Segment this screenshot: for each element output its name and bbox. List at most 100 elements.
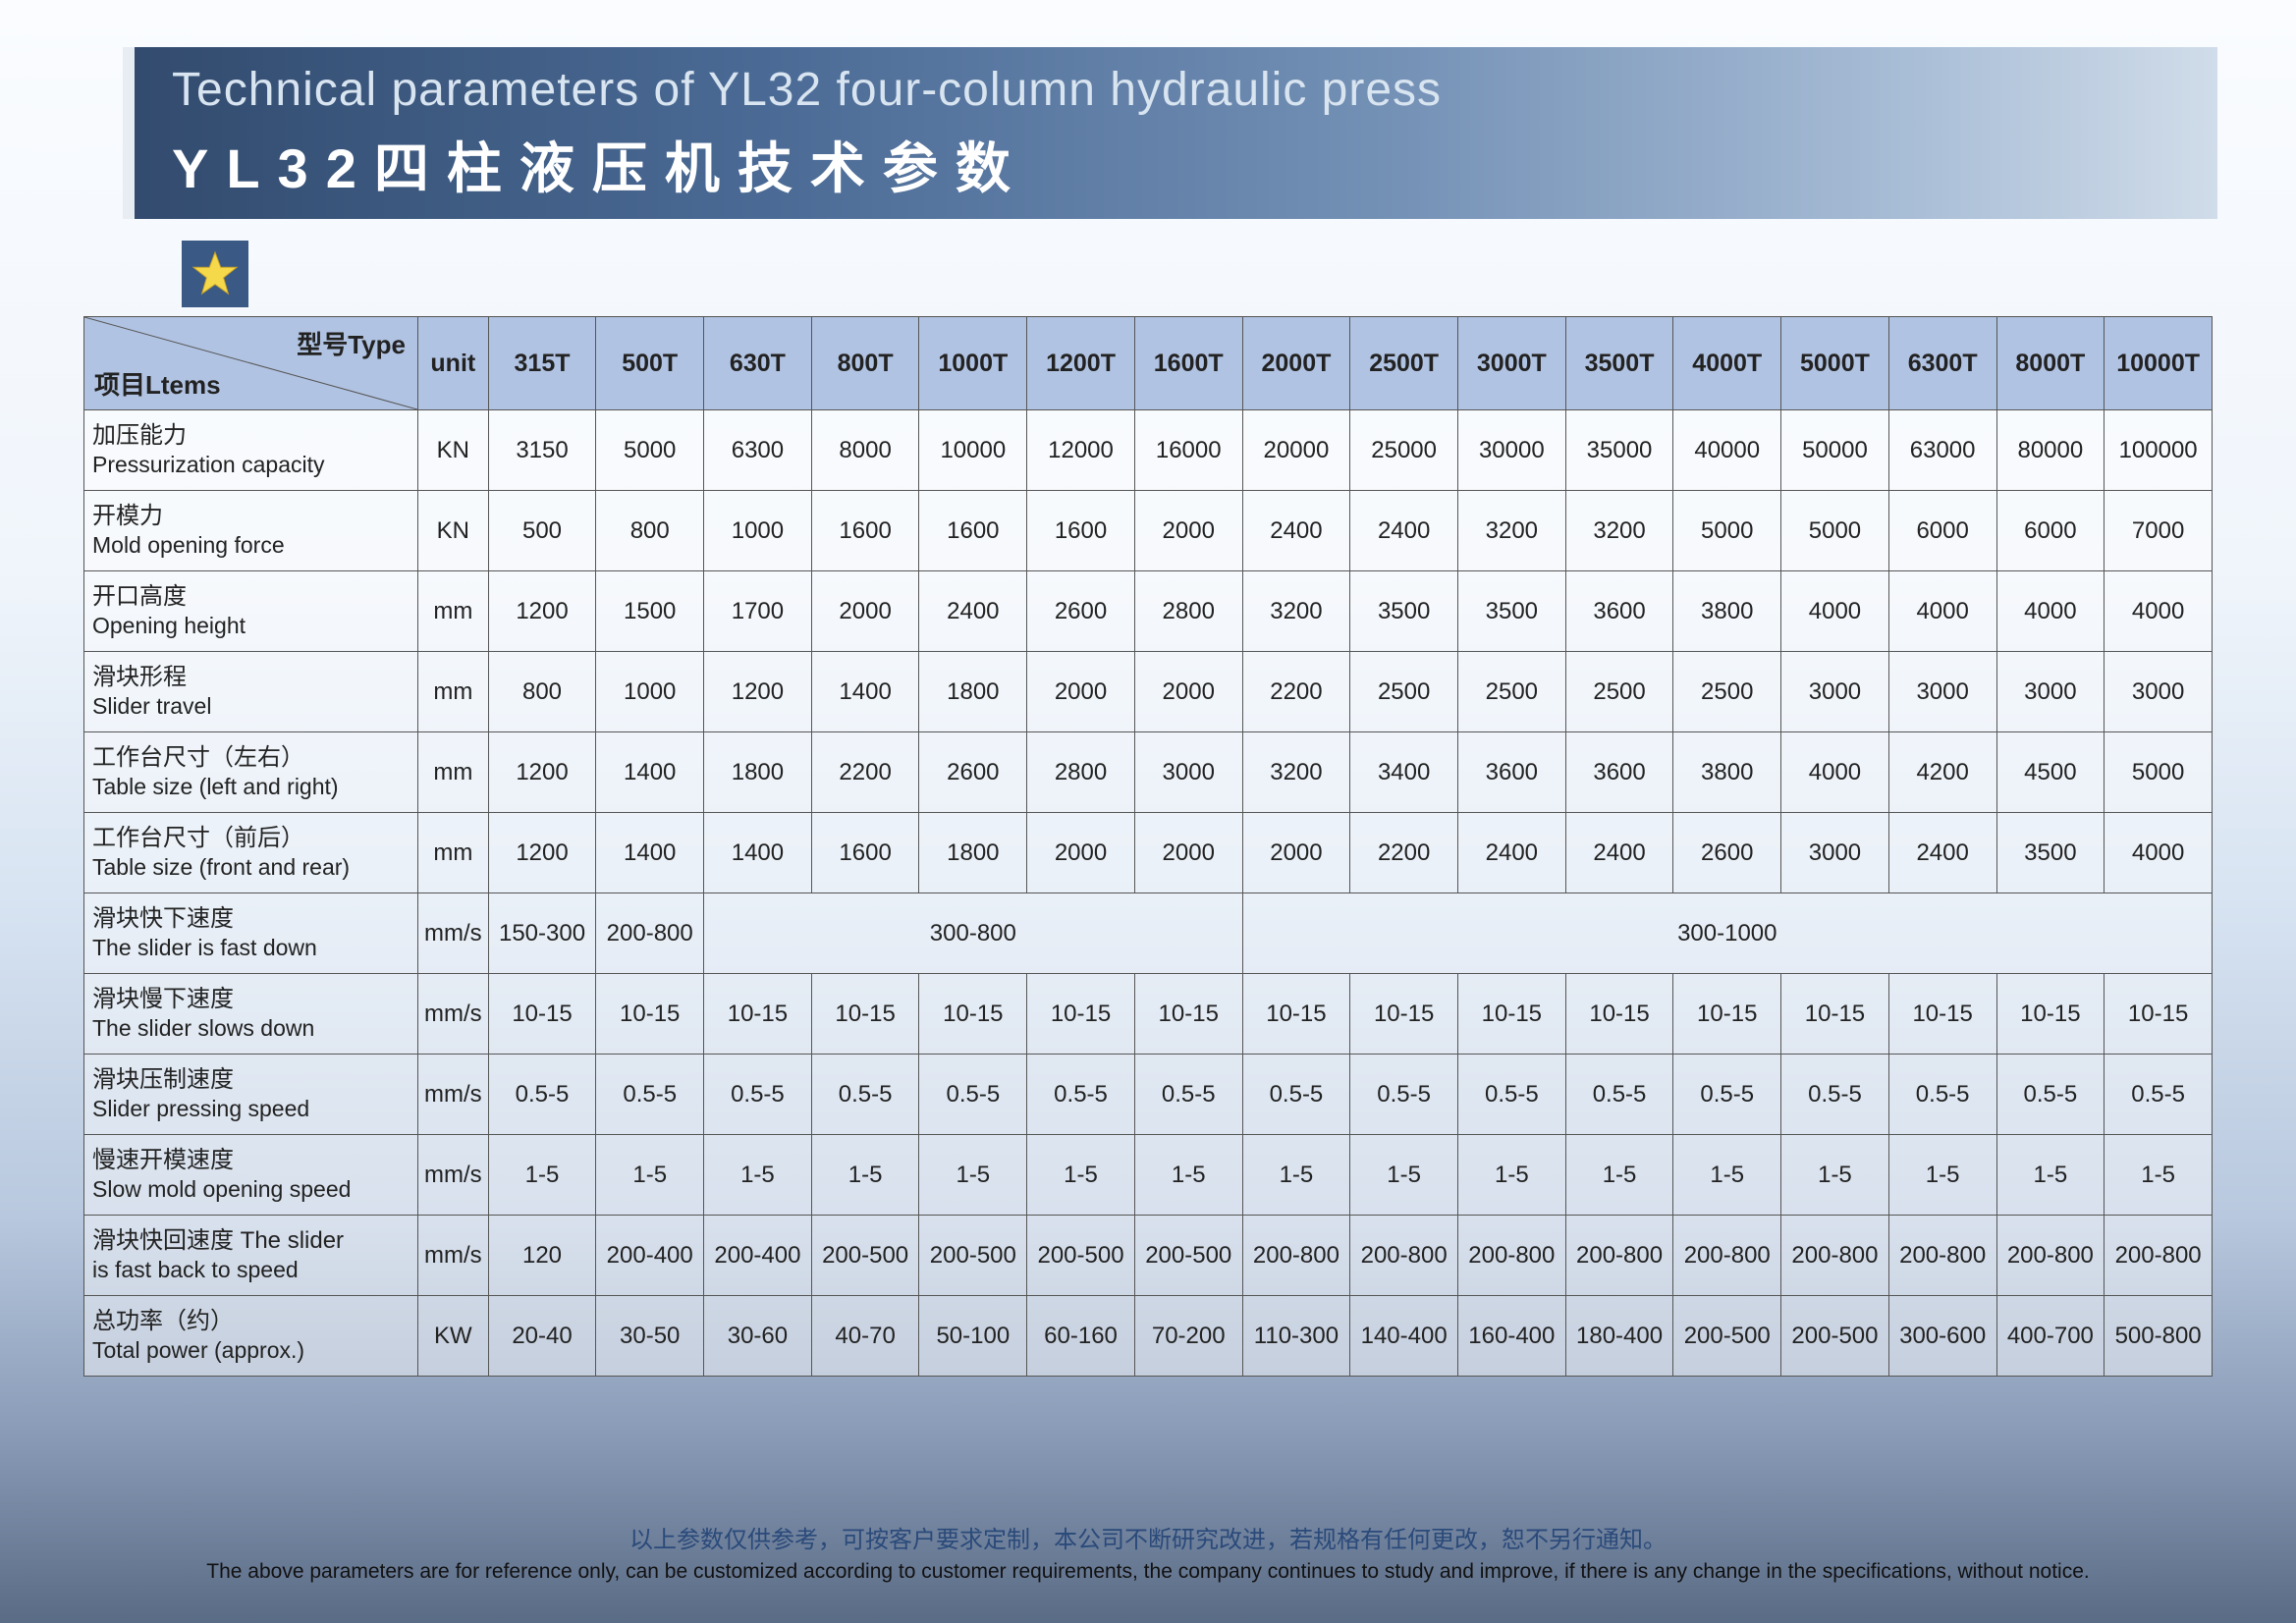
unit-cell: mm (418, 732, 489, 813)
value-cell: 1200 (488, 813, 596, 893)
value-cell: 1-5 (704, 1135, 812, 1216)
value-cell: 2400 (1888, 813, 1996, 893)
type-header: 800T (811, 317, 919, 410)
table-row: 滑块形程Slider travelmm800100012001400180020… (84, 652, 2213, 732)
value-cell: 10-15 (1996, 974, 2105, 1055)
value-cell: 30-60 (704, 1296, 812, 1377)
value-cell: 200-800 (1673, 1216, 1781, 1296)
value-cell: 63000 (1888, 410, 1996, 491)
star-badge (182, 241, 248, 307)
type-header: 2000T (1242, 317, 1350, 410)
value-cell: 200-400 (704, 1216, 812, 1296)
unit-cell: mm (418, 652, 489, 732)
corner-item-label: 项目Ltems (94, 365, 221, 402)
value-cell: 3600 (1565, 571, 1673, 652)
type-header: 3000T (1457, 317, 1565, 410)
value-cell: 10-15 (1027, 974, 1135, 1055)
value-cell: 2000 (1134, 813, 1242, 893)
value-cell: 10-15 (1673, 974, 1781, 1055)
value-cell: 2000 (1027, 813, 1135, 893)
type-header: 1200T (1027, 317, 1135, 410)
type-header: 500T (596, 317, 704, 410)
value-cell: 1-5 (1673, 1135, 1781, 1216)
value-cell: 0.5-5 (811, 1055, 919, 1135)
value-cell: 5000 (1781, 491, 1889, 571)
table-header: 型号Type项目Ltemsunit315T500T630T800T1000T12… (84, 317, 2213, 410)
unit-cell: mm/s (418, 1135, 489, 1216)
table-row: 开模力Mold opening forceKN50080010001600160… (84, 491, 2213, 571)
value-cell: 1-5 (596, 1135, 704, 1216)
value-cell: 2600 (1673, 813, 1781, 893)
unit-cell: mm (418, 571, 489, 652)
value-cell: 2000 (811, 571, 919, 652)
param-label: 滑块压制速度Slider pressing speed (84, 1055, 418, 1135)
value-cell: 2400 (1457, 813, 1565, 893)
value-cell: 1600 (1027, 491, 1135, 571)
param-label: 慢速开模速度Slow mold opening speed (84, 1135, 418, 1216)
value-cell: 120 (488, 1216, 596, 1296)
table-body: 加压能力Pressurization capacityKN31505000630… (84, 410, 2213, 1377)
value-cell: 1-5 (488, 1135, 596, 1216)
unit-cell: KN (418, 410, 489, 491)
value-cell: 1-5 (1242, 1135, 1350, 1216)
unit-cell: mm/s (418, 1216, 489, 1296)
value-cell: 3800 (1673, 571, 1781, 652)
value-cell: 800 (488, 652, 596, 732)
value-cell: 6000 (1996, 491, 2105, 571)
unit-cell: KN (418, 491, 489, 571)
value-cell: 10-15 (704, 974, 812, 1055)
value-cell: 2400 (1565, 813, 1673, 893)
value-cell: 10-15 (919, 974, 1027, 1055)
value-cell: 0.5-5 (1888, 1055, 1996, 1135)
value-cell: 2200 (1242, 652, 1350, 732)
value-cell: 400-700 (1996, 1296, 2105, 1377)
title-chinese: YL32四柱液压机技术参数 (172, 125, 2217, 204)
value-cell: 500-800 (2105, 1296, 2213, 1377)
value-cell: 100000 (2105, 410, 2213, 491)
value-cell: 1-5 (1781, 1135, 1889, 1216)
value-cell: 200-400 (596, 1216, 704, 1296)
value-cell: 10-15 (1457, 974, 1565, 1055)
value-cell: 2800 (1027, 732, 1135, 813)
type-header: 630T (704, 317, 812, 410)
value-cell: 0.5-5 (704, 1055, 812, 1135)
spec-table: 型号Type项目Ltemsunit315T500T630T800T1000T12… (83, 316, 2213, 1377)
table-row: 慢速开模速度Slow mold opening speedmm/s1-51-51… (84, 1135, 2213, 1216)
table-row: 开口高度Opening heightmm12001500170020002400… (84, 571, 2213, 652)
value-cell: 25000 (1350, 410, 1458, 491)
value-cell: 30-50 (596, 1296, 704, 1377)
param-label: 工作台尺寸（左右）Table size (left and right) (84, 732, 418, 813)
type-header: 2500T (1350, 317, 1458, 410)
value-cell: 10-15 (2105, 974, 2213, 1055)
param-label: 滑块快下速度The slider is fast down (84, 893, 418, 974)
unit-cell: mm/s (418, 974, 489, 1055)
corner-header: 型号Type项目Ltems (84, 317, 418, 410)
value-cell: 1400 (704, 813, 812, 893)
value-cell: 2000 (1242, 813, 1350, 893)
value-cell: 3400 (1350, 732, 1458, 813)
value-cell: 1500 (596, 571, 704, 652)
value-cell: 2200 (811, 732, 919, 813)
value-cell: 6300 (704, 410, 812, 491)
value-cell: 500 (488, 491, 596, 571)
table-row: 滑块慢下速度The slider slows downmm/s10-1510-1… (84, 974, 2213, 1055)
value-cell: 3000 (1134, 732, 1242, 813)
value-cell: 200-800 (1888, 1216, 1996, 1296)
value-cell: 1-5 (1888, 1135, 1996, 1216)
value-cell: 2500 (1350, 652, 1458, 732)
footer-chinese: 以上参数仅供参考，可按客户要求定制，本公司不断研究改进，若规格有任何更改，恕不另… (0, 1520, 2296, 1554)
value-cell: 70-200 (1134, 1296, 1242, 1377)
value-cell: 200-500 (1673, 1296, 1781, 1377)
value-cell: 10-15 (1242, 974, 1350, 1055)
value-cell: 140-400 (1350, 1296, 1458, 1377)
spec-table-container: 型号Type项目Ltemsunit315T500T630T800T1000T12… (83, 316, 2213, 1377)
value-cell: 1-5 (2105, 1135, 2213, 1216)
value-cell: 10-15 (488, 974, 596, 1055)
table-row: 工作台尺寸（前后）Table size (front and rear)mm12… (84, 813, 2213, 893)
value-cell: 1-5 (1027, 1135, 1135, 1216)
value-cell: 50000 (1781, 410, 1889, 491)
value-cell: 4000 (1781, 732, 1889, 813)
value-cell: 1400 (596, 732, 704, 813)
table-row: 总功率（约）Total power (approx.)KW20-4030-503… (84, 1296, 2213, 1377)
value-cell: 2600 (919, 732, 1027, 813)
